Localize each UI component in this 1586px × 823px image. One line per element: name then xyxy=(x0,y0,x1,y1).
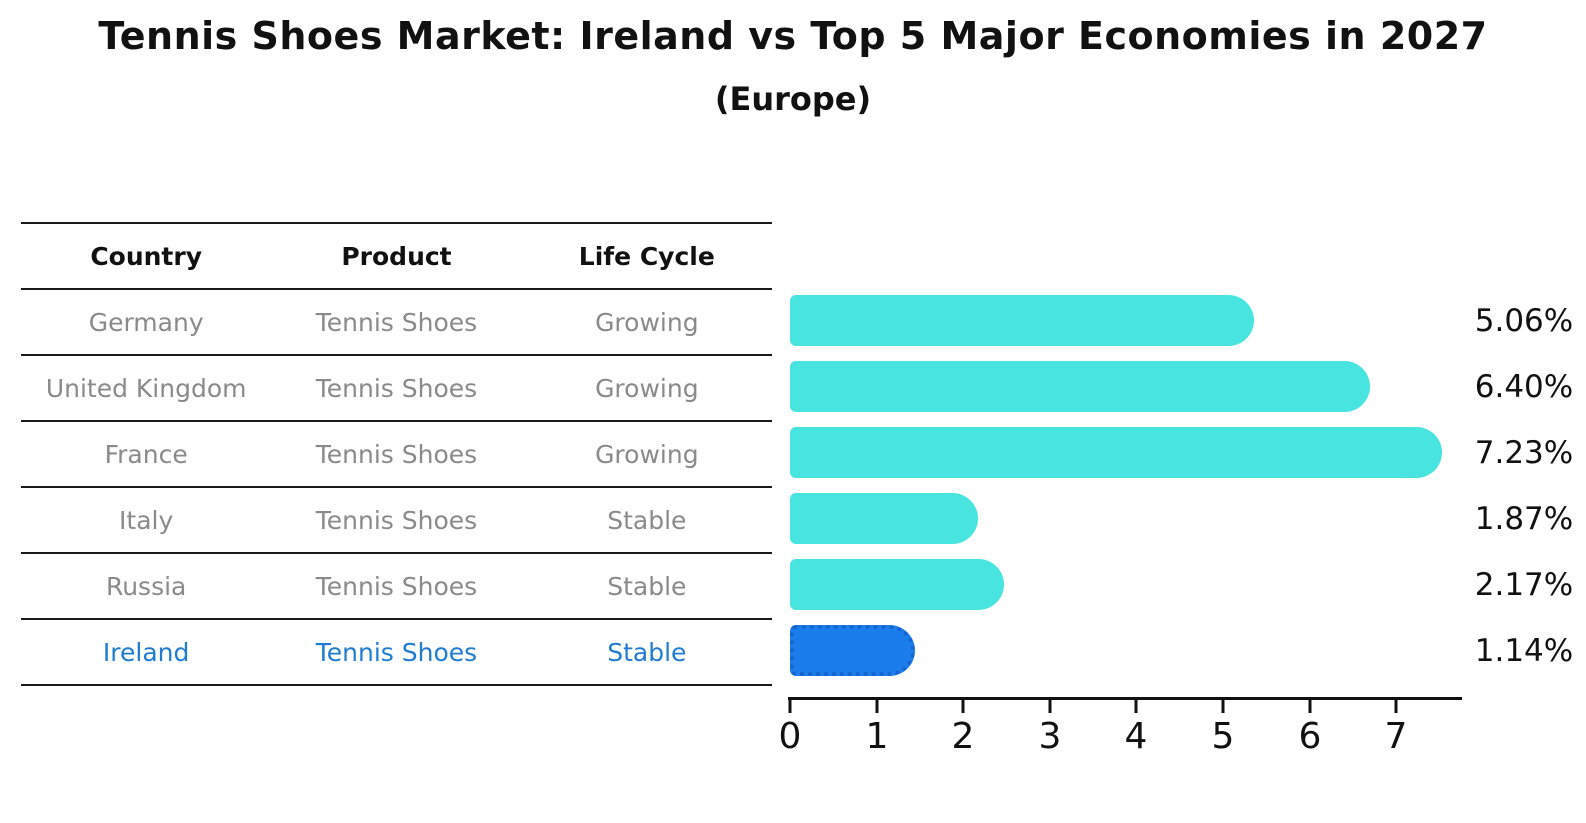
cell-lifecycle: Stable xyxy=(607,505,687,535)
cell-product: Tennis Shoes xyxy=(315,373,478,403)
cell-product: Tennis Shoes xyxy=(315,307,478,337)
x-tick-mark xyxy=(1221,700,1225,713)
x-tick-label: 5 xyxy=(1211,716,1235,757)
cell-lifecycle: Growing xyxy=(595,439,699,469)
cell-country: United Kingdom xyxy=(45,373,247,403)
x-tick-label: 1 xyxy=(865,716,889,757)
table-header-row: Country Product Life Cycle xyxy=(21,224,772,290)
cell-country: Italy xyxy=(119,505,174,535)
table-row-italy: Italy Tennis Shoes Stable xyxy=(21,488,772,554)
x-tick-label: 6 xyxy=(1298,716,1322,757)
cell-product: Tennis Shoes xyxy=(315,637,478,667)
bar-row-italy xyxy=(790,486,1462,552)
bar-row-united-kingdom xyxy=(790,354,1462,420)
cell-country: Russia xyxy=(105,571,187,601)
value-label-united-kingdom: 6.40% xyxy=(1474,369,1574,405)
bar-united-kingdom xyxy=(790,361,1370,412)
cell-lifecycle: Stable xyxy=(607,637,687,667)
x-tick-label: 0 xyxy=(778,716,802,757)
bar-row-ireland xyxy=(790,618,1462,684)
x-axis: 0 1 2 3 4 5 6 7 xyxy=(779,697,1462,770)
value-label-ireland: 1.14% xyxy=(1474,633,1574,669)
value-label-russia: 2.17% xyxy=(1474,567,1574,603)
value-label-column: 5.06% 6.40% 7.23% 1.87% 2.17% 1.14% xyxy=(1462,288,1586,684)
country-table: Country Product Life Cycle Germany Tennis… xyxy=(21,222,772,686)
column-header-product: Product xyxy=(341,241,452,271)
cell-lifecycle: Stable xyxy=(607,571,687,601)
bar-italy xyxy=(790,493,978,544)
bar-france xyxy=(790,427,1442,478)
cell-product: Tennis Shoes xyxy=(315,439,478,469)
bar-row-france xyxy=(790,420,1462,486)
cell-country: Germany xyxy=(88,307,204,337)
page-subtitle: (Europe) xyxy=(714,80,872,118)
x-tick-label: 2 xyxy=(951,716,975,757)
x-tick-mark xyxy=(1134,700,1138,713)
cell-product: Tennis Shoes xyxy=(315,505,478,535)
column-header-country: Country xyxy=(90,241,203,271)
x-tick-mark xyxy=(788,700,792,713)
table-row-germany: Germany Tennis Shoes Growing xyxy=(21,290,772,356)
x-tick-label: 3 xyxy=(1038,716,1062,757)
cell-lifecycle: Growing xyxy=(595,373,699,403)
x-tick-mark xyxy=(875,700,879,713)
x-tick-mark xyxy=(961,700,965,713)
cell-country: France xyxy=(104,439,188,469)
value-label-france: 7.23% xyxy=(1474,435,1574,471)
table-row-united-kingdom: United Kingdom Tennis Shoes Growing xyxy=(21,356,772,422)
value-label-italy: 1.87% xyxy=(1474,501,1574,537)
cell-product: Tennis Shoes xyxy=(315,571,478,601)
x-tick-label: 4 xyxy=(1124,716,1148,757)
cell-lifecycle: Growing xyxy=(595,307,699,337)
table-row-ireland: Ireland Tennis Shoes Stable xyxy=(21,620,772,686)
value-label-germany: 5.06% xyxy=(1474,303,1574,339)
column-header-lifecycle: Life Cycle xyxy=(578,241,715,271)
bar-ireland xyxy=(790,625,915,676)
x-tick-mark xyxy=(1394,700,1398,713)
x-tick-mark xyxy=(1308,700,1312,713)
x-tick-mark xyxy=(1048,700,1052,713)
page-title: Tennis Shoes Market: Ireland vs Top 5 Ma… xyxy=(98,14,1488,58)
bar-plot-area xyxy=(790,288,1462,684)
cell-country: Ireland xyxy=(102,637,190,667)
bar-germany xyxy=(790,295,1254,346)
table-row-france: France Tennis Shoes Growing xyxy=(21,422,772,488)
bar-row-russia xyxy=(790,552,1462,618)
x-tick-label: 7 xyxy=(1384,716,1408,757)
table-body: Germany Tennis Shoes Growing United Kingdom… xyxy=(21,290,772,686)
bar-russia xyxy=(790,559,1004,610)
bar-row-germany xyxy=(790,288,1462,354)
table-row-russia: Russia Tennis Shoes Stable xyxy=(21,554,772,620)
